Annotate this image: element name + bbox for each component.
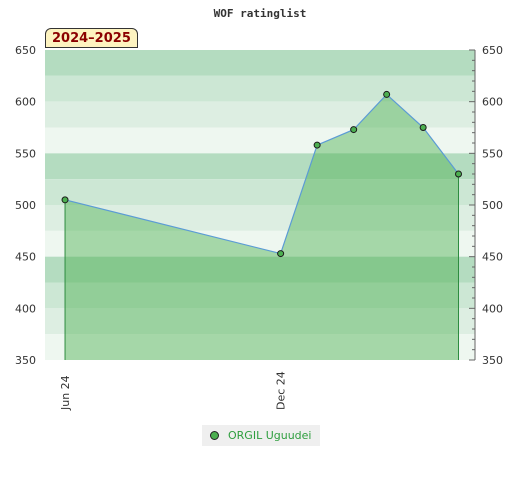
data-point <box>61 196 69 204</box>
background-band <box>45 75 475 102</box>
y-tick-label-left: 600 <box>15 96 36 109</box>
y-tick-label-left: 400 <box>15 302 36 315</box>
y-tick-label-right: 400 <box>482 302 503 315</box>
data-point <box>455 170 463 178</box>
y-tick-label-left: 650 <box>15 44 36 57</box>
data-point <box>313 141 321 149</box>
marks <box>61 90 463 258</box>
y-tick-label-right: 600 <box>482 96 503 109</box>
background-band <box>45 127 475 154</box>
y-tick-label-right: 450 <box>482 251 503 264</box>
background-band <box>45 308 475 335</box>
y-tick-label-right: 500 <box>482 199 503 212</box>
legend-label: ORGIL Uguudei <box>228 429 312 442</box>
x-tick-label: Jun 24 <box>59 375 72 411</box>
legend[interactable]: ORGIL Uguudei <box>202 425 320 446</box>
series-area <box>65 94 459 360</box>
season-label: 2024–2025 <box>45 28 138 48</box>
background-band <box>45 334 475 360</box>
background-band <box>45 205 475 231</box>
background-band <box>45 101 475 128</box>
legend-marker <box>210 431 219 440</box>
y-tick-label-left: 350 <box>15 354 36 367</box>
background-band <box>45 230 475 257</box>
y-tick-label-right: 350 <box>482 354 503 367</box>
axes: 350 350 400 400 450 450 500 500 550 550 600 600 650 6… <box>15 44 503 411</box>
y-tick-label-left: 450 <box>15 251 36 264</box>
y-tick-label-right: 650 <box>482 44 503 57</box>
background-band <box>45 282 475 309</box>
data-point <box>419 124 427 131</box>
chart-title: WOF ratinglist <box>214 7 307 20</box>
background-band <box>45 153 475 180</box>
data-point <box>350 126 358 134</box>
y-tick-label-left: 500 <box>15 199 36 212</box>
x-tick-label: Dec 24 <box>275 371 288 410</box>
y-tick-label-left: 550 <box>15 147 36 160</box>
data-point <box>383 90 391 98</box>
y-tick-label-right: 550 <box>482 147 503 160</box>
background-band <box>45 50 475 76</box>
background-band <box>45 179 475 205</box>
background-bands <box>45 50 475 360</box>
background-band <box>45 256 475 283</box>
data-point <box>277 250 285 258</box>
